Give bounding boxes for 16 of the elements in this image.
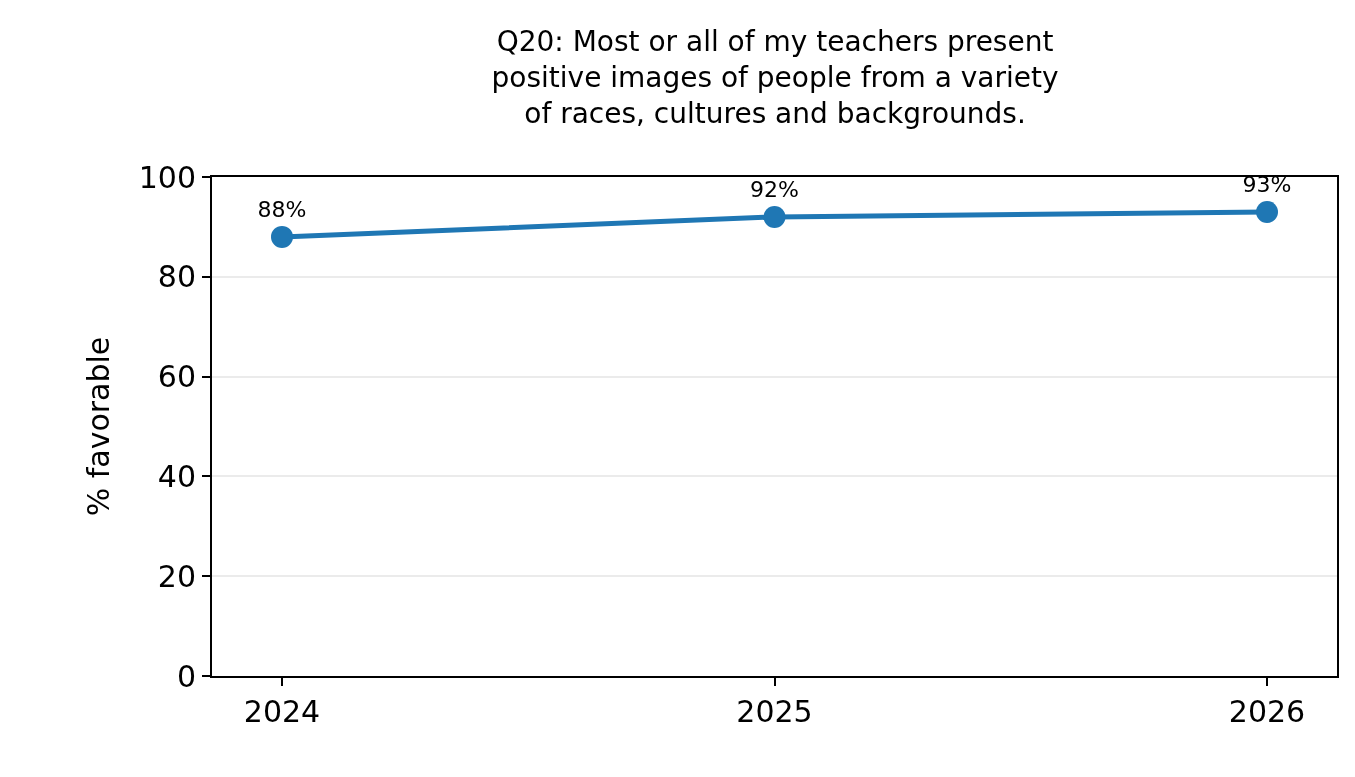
y-tick-label: 0 [176, 658, 196, 694]
x-tick-label: 2024 [243, 694, 321, 729]
y-tick-label: 20 [157, 558, 196, 594]
y-axis-title: % favorable [81, 336, 117, 517]
y-tick-label: 60 [157, 359, 196, 395]
point [763, 205, 786, 228]
y-tick-label: 80 [157, 259, 196, 295]
y-tick-label: 40 [157, 458, 196, 494]
x-tick-label: 2025 [736, 694, 813, 729]
point [1256, 200, 1278, 223]
data-label: 92% [750, 176, 799, 202]
data-label: 88% [257, 196, 307, 222]
x-tick-label: 2026 [1228, 694, 1306, 729]
y-tick-label: 100 [138, 159, 196, 195]
point [271, 225, 293, 248]
chart-title: Q20: Most or all of my teachers present positive images of people from a variety of races, cultures and backgrounds. [491, 24, 1059, 131]
